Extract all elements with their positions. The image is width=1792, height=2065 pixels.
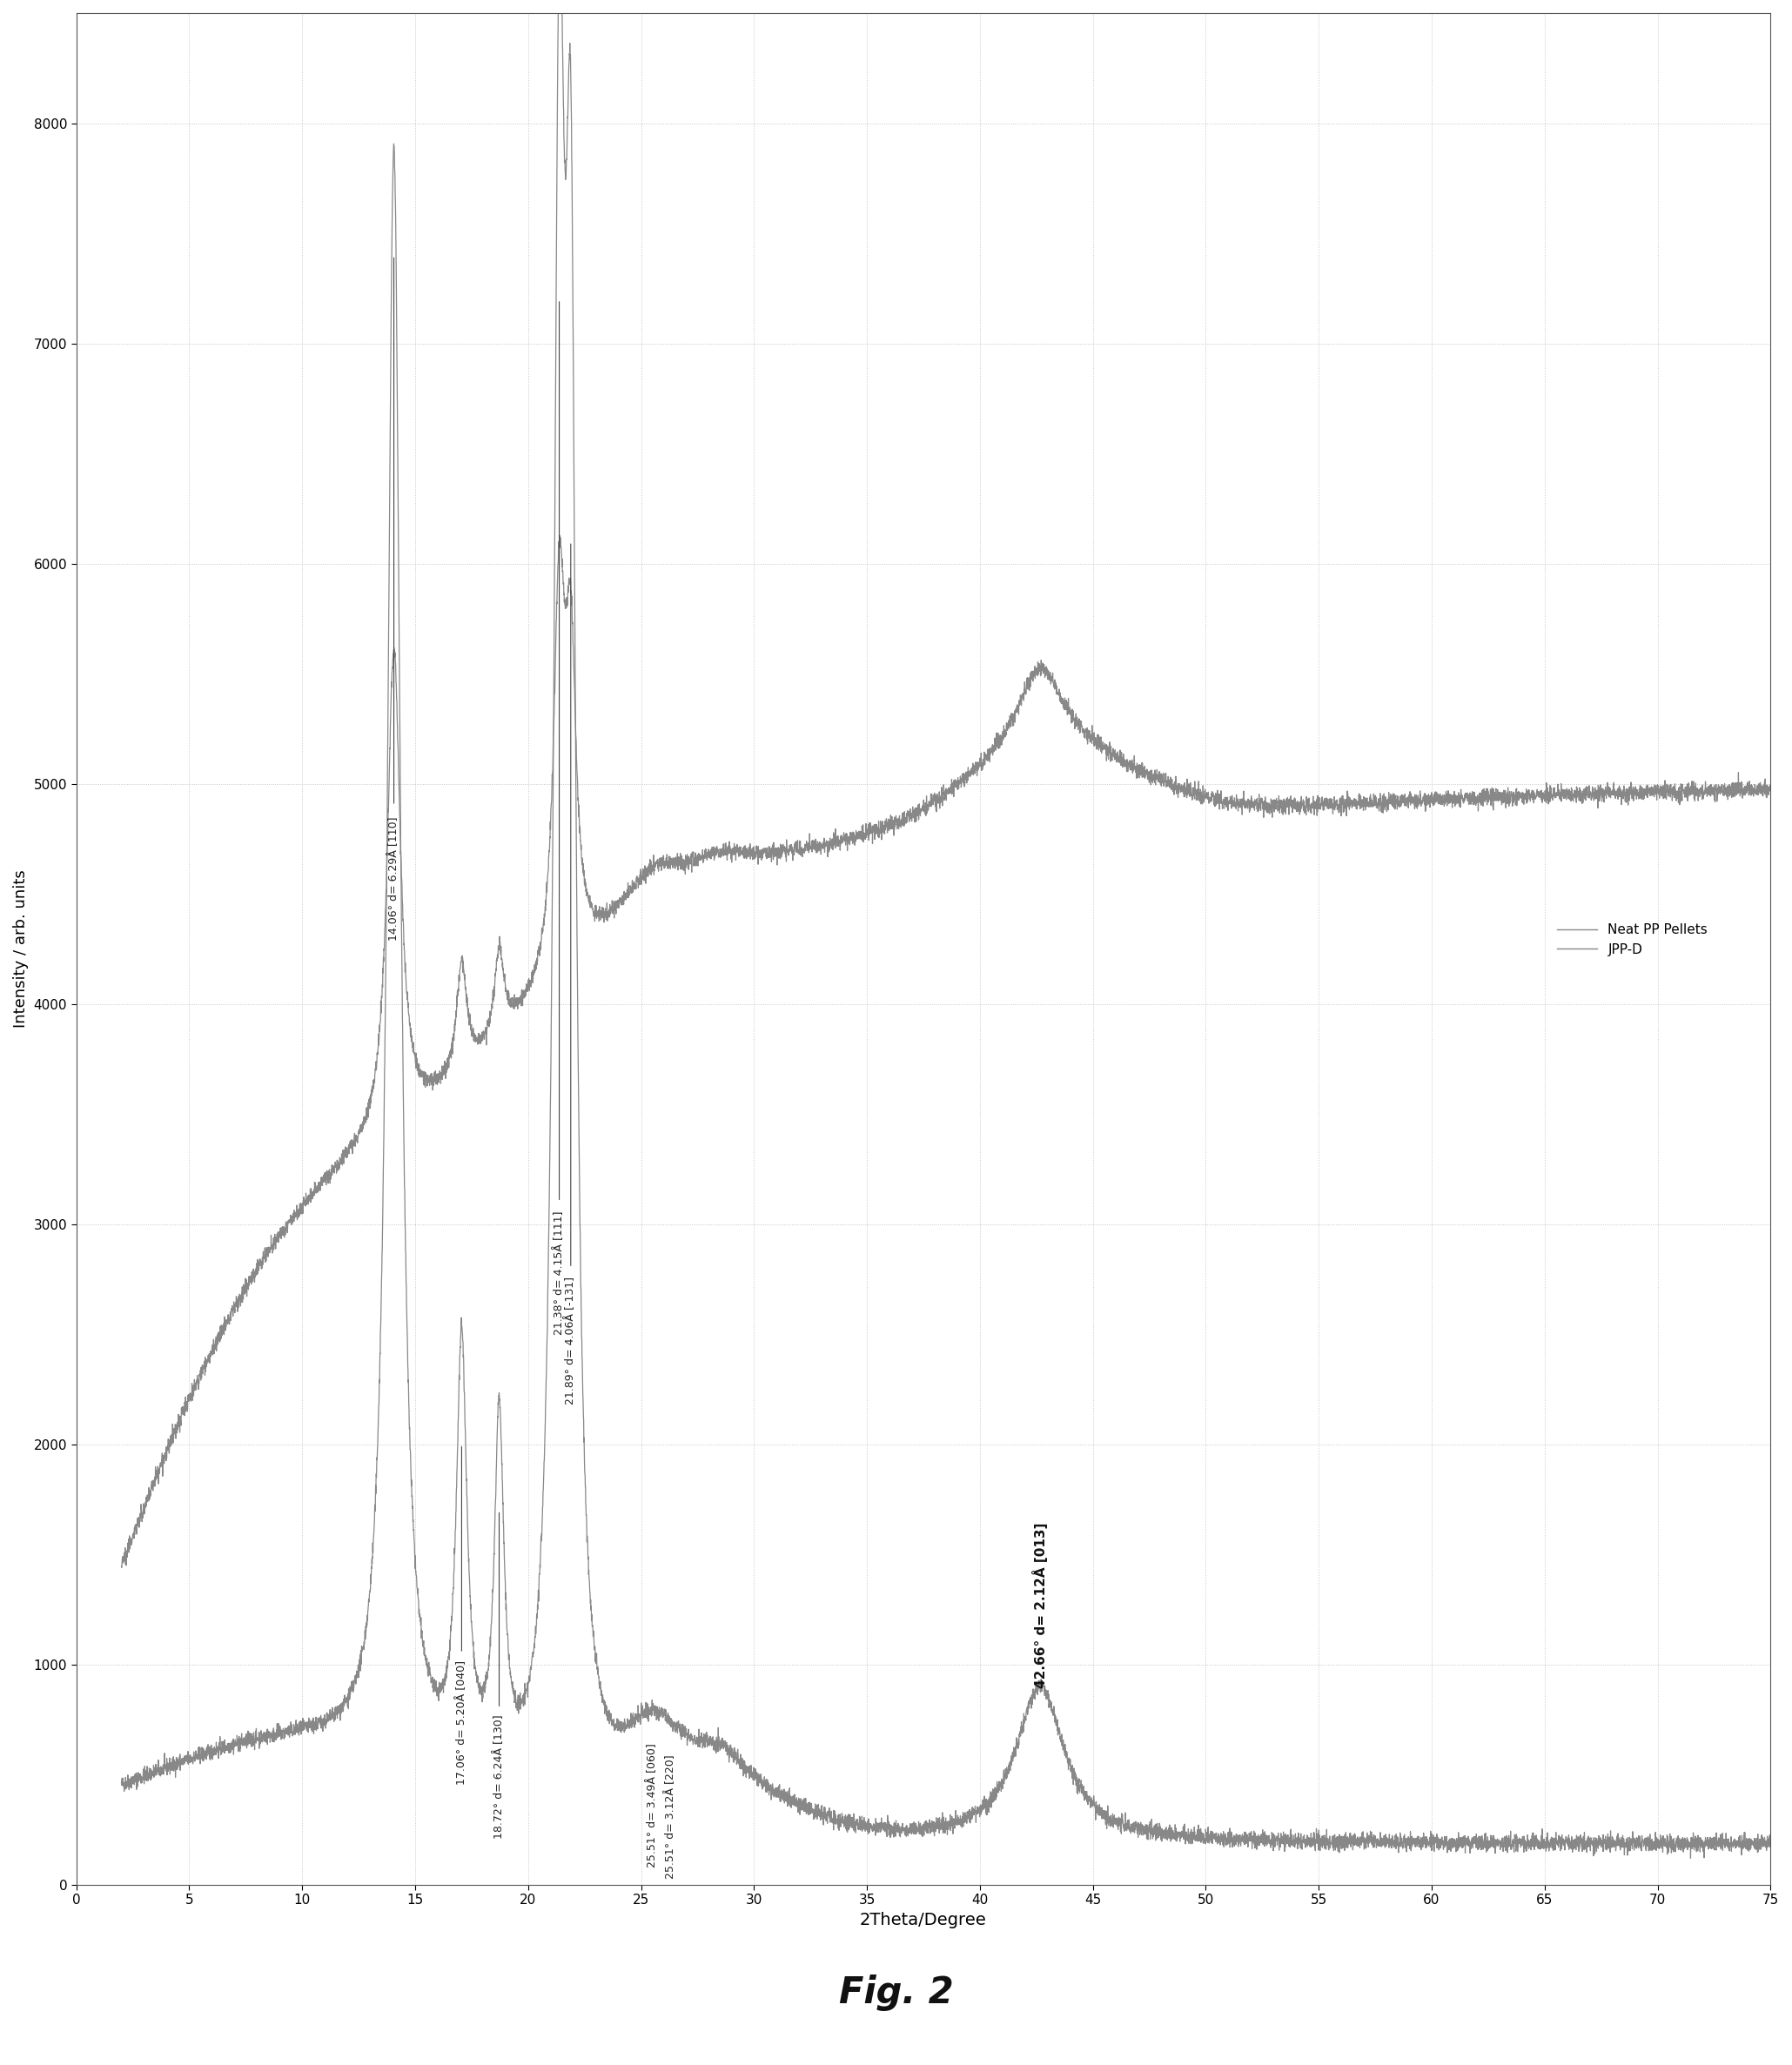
Neat PP Pellets (194, 1355, 215, 1379)
Line: JPP-D: JPP-D (122, 0, 1770, 1859)
JPP-D (708, 1724, 729, 1749)
Text: 21.89° d= 4.06Å [-131]: 21.89° d= 4.06Å [-131] (564, 1276, 577, 1404)
Text: 21.38° d= 4.15Å [111]: 21.38° d= 4.15Å [111] (554, 1210, 564, 1334)
Neat PP Pellets (548, 522, 570, 547)
JPP-D (1159, 1825, 1181, 1850)
Line: Neat PP Pellets: Neat PP Pellets (122, 535, 1770, 1567)
Text: Fig. 2: Fig. 2 (839, 1974, 953, 2011)
Neat PP Pellets (111, 1553, 133, 1578)
Text: 25.51° d= 3.49Å [060]: 25.51° d= 3.49Å [060] (647, 1743, 658, 1869)
JPP-D (1333, 1832, 1355, 1856)
Y-axis label: Intensity / arb. units: Intensity / arb. units (13, 869, 29, 1028)
Text: 42.66° d= 2.12Å [013]: 42.66° d= 2.12Å [013] (1032, 1522, 1048, 1689)
Neat PP Pellets (1159, 772, 1181, 797)
JPP-D (1421, 1838, 1443, 1863)
JPP-D (1760, 1823, 1781, 1848)
Text: 25.51° d= 3.12Å [220]: 25.51° d= 3.12Å [220] (665, 1755, 676, 1879)
Neat PP Pellets (1760, 774, 1781, 799)
JPP-D (194, 1741, 215, 1766)
JPP-D (1679, 1846, 1701, 1871)
X-axis label: 2Theta/Degree: 2Theta/Degree (860, 1912, 987, 1929)
Neat PP Pellets (1421, 791, 1443, 816)
Legend: Neat PP Pellets, JPP-D: Neat PP Pellets, JPP-D (1552, 919, 1713, 962)
JPP-D (111, 1770, 133, 1794)
Text: 14.06° d= 6.29Å [110]: 14.06° d= 6.29Å [110] (389, 816, 400, 942)
Neat PP Pellets (111, 1555, 133, 1580)
Text: 18.72° d= 6.24Å [130]: 18.72° d= 6.24Å [130] (493, 1716, 505, 1840)
Neat PP Pellets (1088, 731, 1109, 756)
Neat PP Pellets (1333, 795, 1355, 820)
JPP-D (1086, 1794, 1107, 1819)
Neat PP Pellets (708, 840, 729, 865)
Text: 17.06° d= 5.20Å [040]: 17.06° d= 5.20Å [040] (455, 1660, 468, 1784)
